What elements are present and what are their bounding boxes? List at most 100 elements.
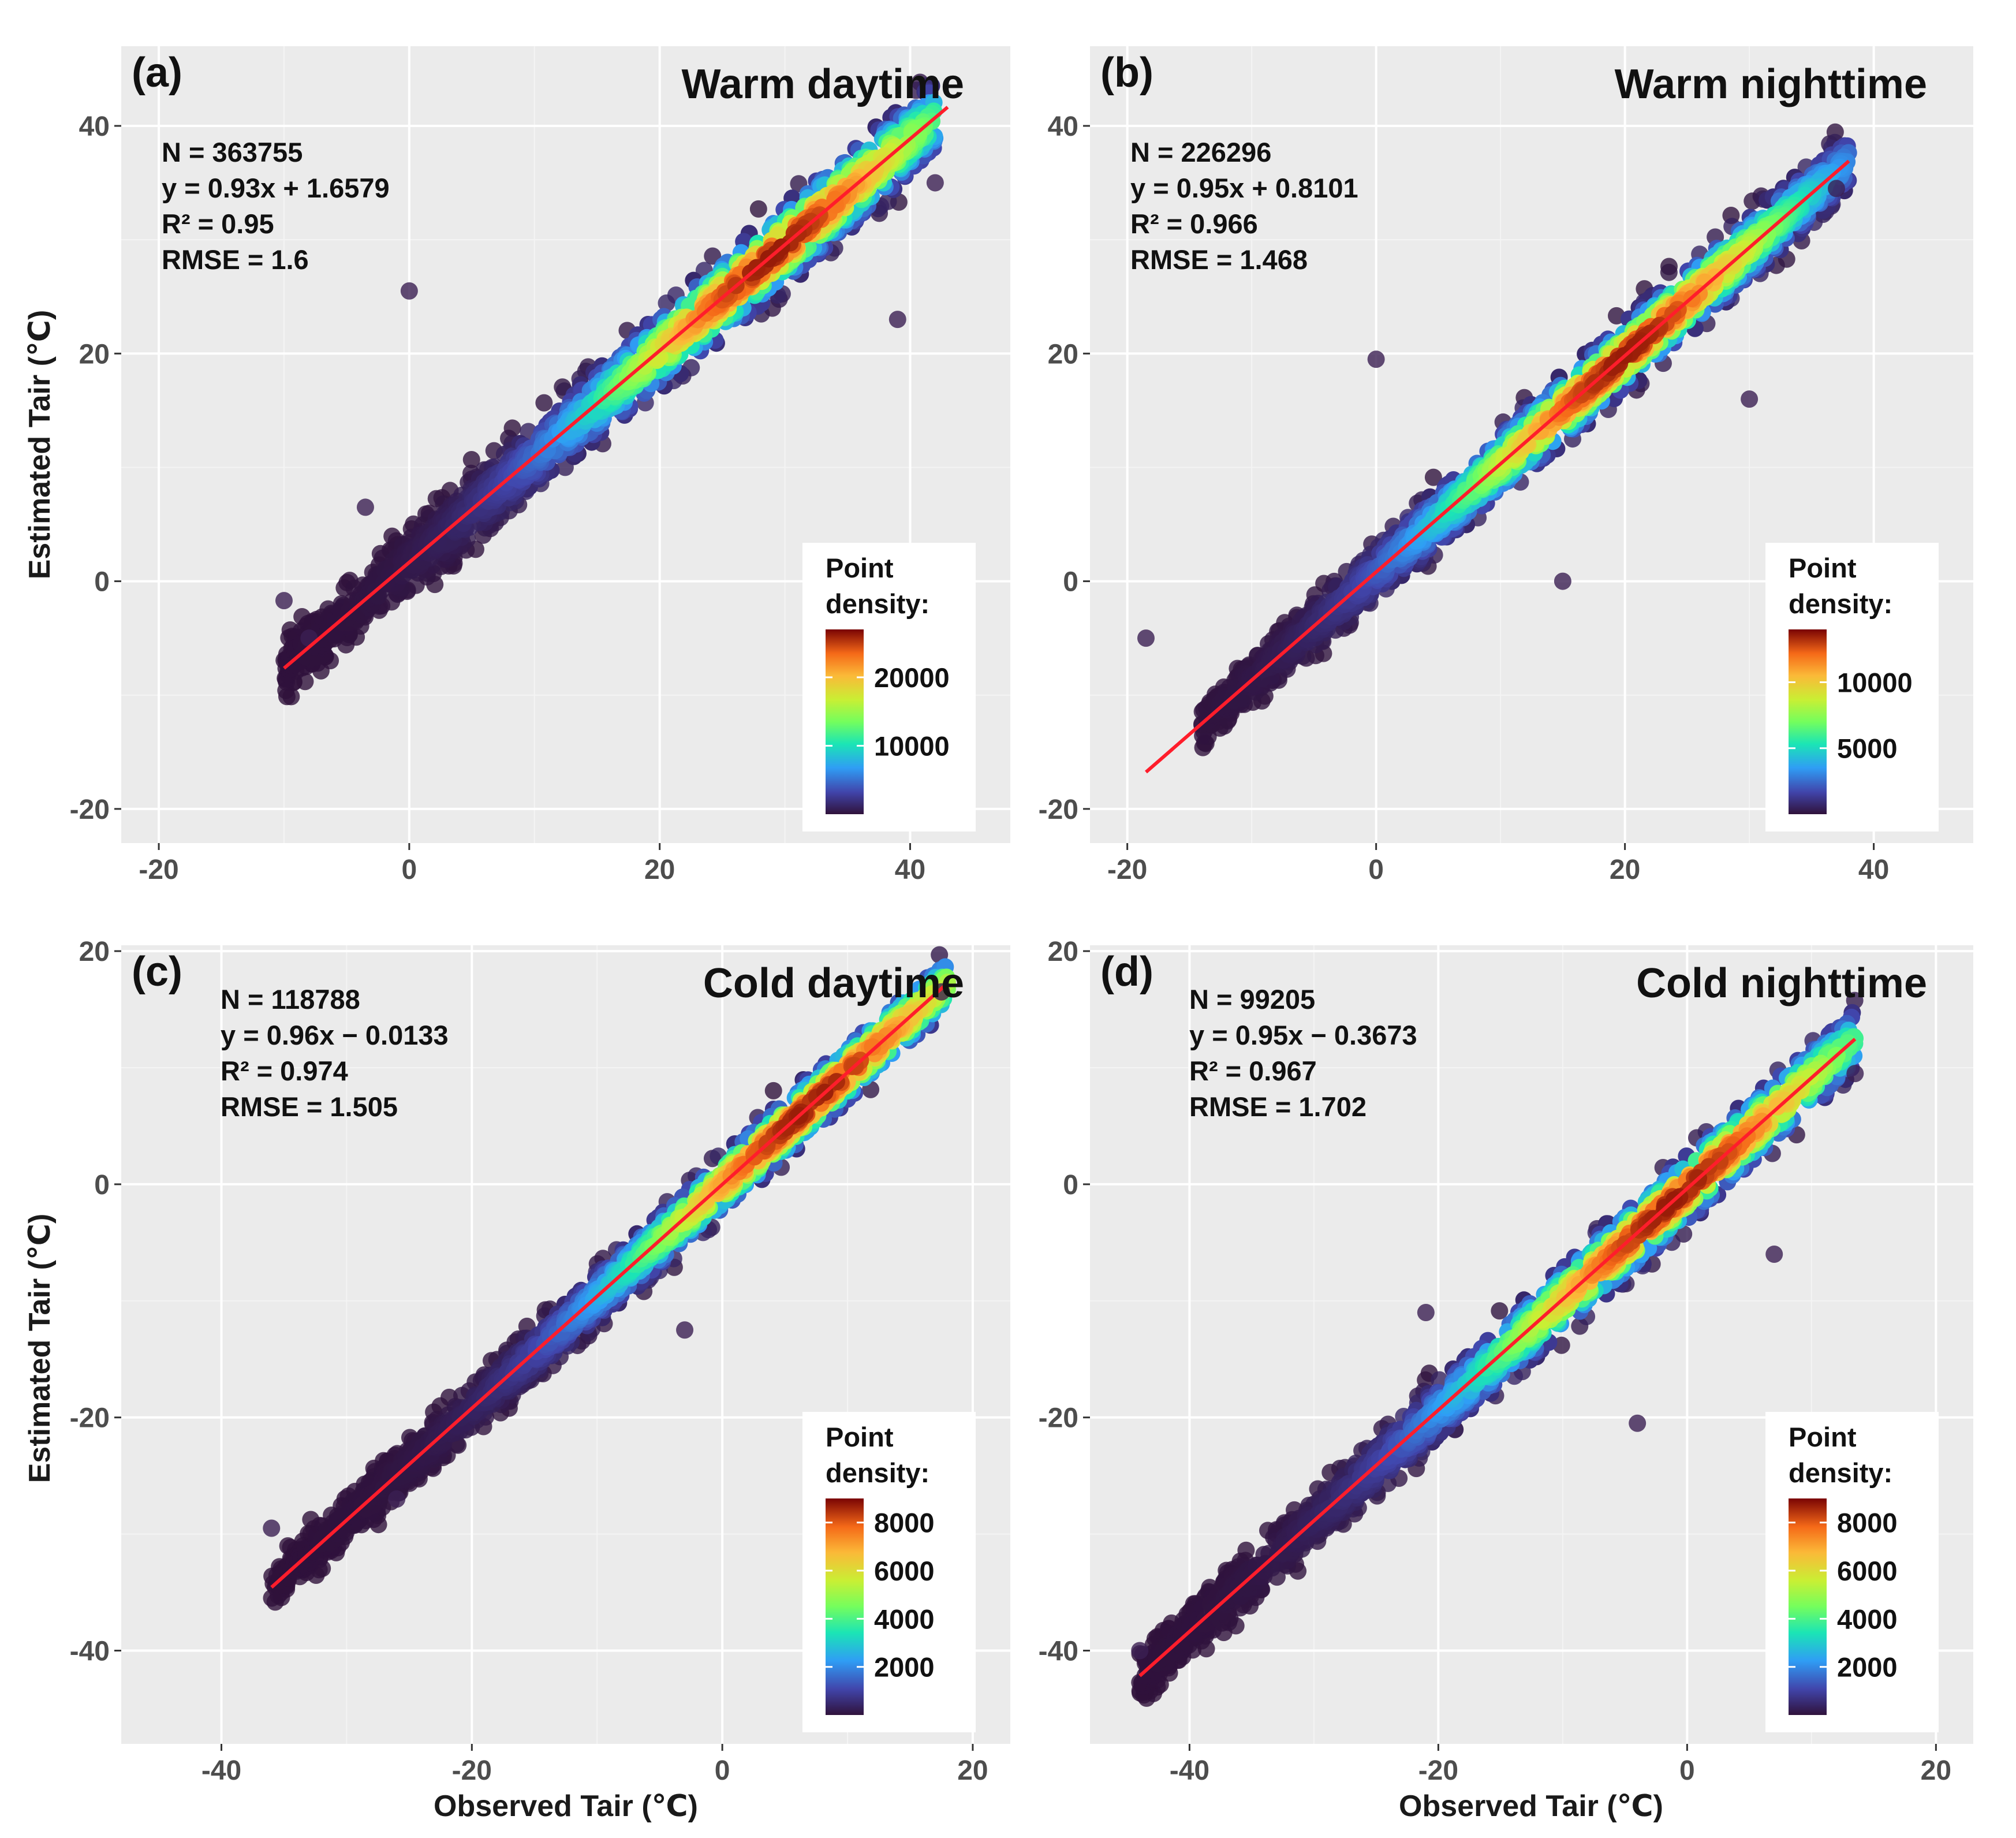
stat-line: y = 0.95x + 0.8101	[1130, 173, 1358, 203]
legend-title: Point	[1789, 553, 1857, 583]
y-tick-label: 20	[79, 937, 110, 967]
data-point	[462, 450, 480, 468]
outlier-point	[1827, 180, 1845, 197]
x-tick-label: -20	[139, 855, 178, 885]
outlier-point	[1554, 572, 1571, 590]
legend-colorbar	[826, 1498, 864, 1715]
stat-line: y = 0.93x + 1.6579	[162, 173, 390, 203]
x-tick-label: 20	[1921, 1755, 1951, 1786]
x-tick-label: -40	[201, 1755, 241, 1786]
x-tick-label: 0	[715, 1755, 730, 1786]
legend-tick-label: 8000	[874, 1508, 935, 1538]
x-tick-label: 0	[1368, 855, 1384, 885]
legend-tick-label: 5000	[1837, 733, 1898, 764]
stat-line: R² = 0.95	[162, 208, 274, 239]
density-legend: Point density: 2000 4000 6000 8000	[802, 1412, 976, 1732]
y-tick-label: -40	[70, 1636, 110, 1666]
y-tick-label: 20	[1048, 339, 1078, 370]
x-tick-label: 20	[957, 1755, 988, 1786]
x-tick-label: 0	[402, 855, 417, 885]
data-point	[749, 200, 767, 218]
data-point	[1491, 1302, 1509, 1320]
density-legend: Point density: 10000 20000	[802, 543, 976, 832]
legend-title: density:	[826, 1457, 929, 1488]
x-tick-label: 40	[895, 855, 925, 885]
stat-line: N = 226296	[1130, 137, 1271, 167]
x-tick-label: 20	[1610, 855, 1640, 885]
y-tick-label: 0	[94, 1170, 110, 1201]
data-point	[826, 191, 844, 208]
legend-colorbar	[1789, 629, 1827, 814]
panels: -20 0 20 40 -20 0 20 40 (a) Warm daytime N = 36375…	[70, 46, 1973, 1786]
y-tick-label: 20	[1048, 937, 1078, 967]
y-tick-label: -20	[1039, 1403, 1078, 1434]
y-tick-label: -20	[1039, 795, 1078, 825]
x-tick-label: -20	[1107, 855, 1147, 885]
stat-line: R² = 0.966	[1130, 208, 1258, 239]
stat-line: y = 0.96x − 0.0133	[221, 1020, 449, 1050]
outlier-point	[676, 1321, 694, 1339]
y-tick-label: -20	[70, 795, 110, 825]
y-tick-label: 0	[94, 567, 110, 598]
panel-title: Cold daytime	[703, 960, 964, 1006]
stat-line: RMSE = 1.6	[162, 244, 309, 275]
data-point	[1424, 468, 1442, 486]
data-point	[535, 394, 553, 412]
legend-tick-label: 10000	[1837, 667, 1913, 698]
stat-line: RMSE = 1.505	[221, 1091, 398, 1122]
y-tick-label: 20	[79, 339, 110, 370]
outlier-point	[932, 983, 950, 1001]
data-point	[1660, 263, 1678, 281]
outlier-point	[1367, 351, 1385, 368]
y-tick-label: 0	[1063, 1170, 1078, 1201]
x-tick-label: 0	[1679, 1755, 1695, 1786]
legend-title: density:	[826, 588, 929, 619]
legend-tick-label: 10000	[874, 730, 950, 761]
stat-line: RMSE = 1.468	[1130, 244, 1308, 275]
y-tick-label: -40	[1039, 1636, 1078, 1666]
data-point	[864, 1038, 882, 1056]
regression-line	[1145, 159, 1850, 774]
x-tick-label: -20	[452, 1755, 492, 1786]
legend-tick-label: 20000	[874, 662, 950, 693]
panel-label: (c)	[132, 949, 182, 995]
panel-label: (a)	[132, 50, 182, 96]
x-tick-label: -20	[1418, 1755, 1458, 1786]
point-cloud	[1137, 123, 1857, 756]
x-tick-label: -40	[1170, 1755, 1209, 1786]
y-tick-label: 0	[1063, 567, 1078, 598]
x-tick-label: 20	[644, 855, 675, 885]
stat-line: N = 118788	[221, 984, 360, 1015]
panel-title: Warm daytime	[682, 61, 964, 107]
y-tick-label: 40	[1048, 111, 1078, 142]
density-legend: Point density: 5000 10000	[1765, 543, 1939, 832]
outlier-point	[356, 498, 374, 516]
outlier-point	[400, 282, 418, 300]
y-tick-label: 40	[79, 111, 110, 142]
panel-a: -20 0 20 40 -20 0 20 40 (a) Warm daytime N = 36375…	[70, 46, 1010, 885]
outlier-point	[388, 1490, 406, 1508]
panel-title: Warm nighttime	[1615, 61, 1927, 107]
legend-colorbar	[826, 629, 864, 814]
outlier-point	[263, 1519, 281, 1537]
outlier-point	[300, 629, 318, 647]
legend-tick-label: 4000	[874, 1604, 935, 1634]
stat-line: R² = 0.974	[221, 1056, 348, 1086]
data-point	[764, 1082, 782, 1099]
panel-c: -40 -20 0 20 -40 -20 0 20 (c) Cold daytime N = 118…	[70, 937, 1010, 1786]
legend-title: Point	[826, 1422, 894, 1452]
outlier-point	[1741, 390, 1759, 408]
y-tick-label: -20	[70, 1403, 110, 1434]
outlier-point	[926, 174, 944, 192]
legend-title: density:	[1789, 588, 1892, 619]
legend-tick-label: 6000	[874, 1556, 935, 1586]
legend-tick-label: 2000	[874, 1652, 935, 1683]
legend-title: Point	[826, 553, 894, 583]
regression-line	[283, 106, 949, 670]
outlier-point	[888, 311, 906, 329]
stat-line: N = 363755	[162, 137, 303, 167]
regression-line	[270, 982, 949, 1589]
outlier-point	[275, 592, 293, 610]
